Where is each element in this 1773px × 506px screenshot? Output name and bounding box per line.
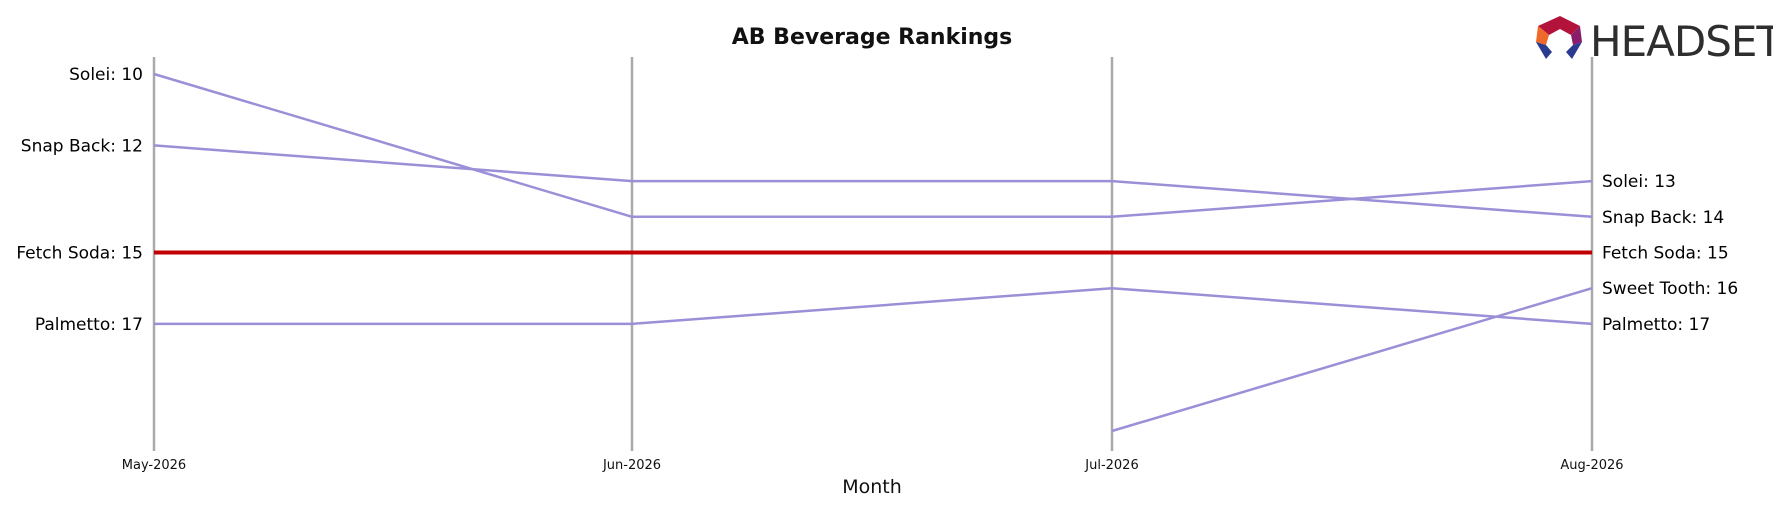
x-tick-label: May-2026 bbox=[122, 458, 186, 473]
x-tick-label: Jun-2026 bbox=[602, 458, 661, 473]
series-line-solei bbox=[153, 72, 1593, 219]
series-group bbox=[153, 72, 1593, 433]
headset-logo-icon bbox=[1536, 16, 1582, 59]
axes-group: May-2026 Jun-2026 Jul-2026 Aug-2026 bbox=[122, 57, 1624, 473]
series-line-snap-back bbox=[153, 144, 1593, 219]
headset-logo: HEADSET bbox=[1536, 16, 1773, 66]
x-axis-label: Month bbox=[842, 476, 902, 498]
right-rank-label: Sweet Tooth: 16 bbox=[1602, 279, 1738, 299]
left-rank-label: Snap Back: 12 bbox=[21, 136, 143, 156]
x-tick-label: Aug-2026 bbox=[1560, 458, 1623, 473]
labels-group: Solei: 10 Snap Back: 12 Fetch Soda: 15 Palm… bbox=[16, 65, 1738, 335]
right-rank-label: Snap Back: 14 bbox=[1602, 208, 1724, 228]
chart-title: AB Beverage Rankings bbox=[732, 25, 1013, 50]
logo-text: HEADSET bbox=[1590, 17, 1773, 66]
left-rank-label: Fetch Soda: 15 bbox=[16, 244, 143, 264]
series-line-sweet-tooth bbox=[1111, 287, 1593, 433]
left-rank-label: Solei: 10 bbox=[69, 65, 143, 85]
series-line-palmetto bbox=[154, 286, 1593, 326]
right-rank-label: Fetch Soda: 15 bbox=[1602, 244, 1729, 264]
x-tick-label: Jul-2026 bbox=[1084, 458, 1138, 473]
right-rank-label: Palmetto: 17 bbox=[1602, 315, 1710, 335]
left-rank-label: Palmetto: 17 bbox=[35, 315, 143, 335]
right-rank-label: Solei: 13 bbox=[1602, 172, 1676, 192]
